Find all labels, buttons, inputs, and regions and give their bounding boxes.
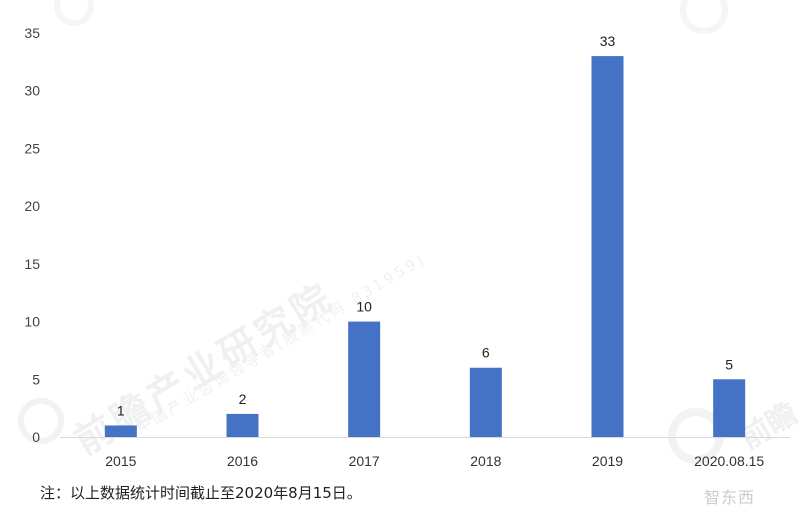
bars <box>104 56 746 437</box>
y-tick-label: 35 <box>24 25 40 41</box>
bar <box>469 367 502 437</box>
data-label: 33 <box>600 33 616 49</box>
y-tick-label: 30 <box>24 83 40 99</box>
data-labels: 1 2 10 6 33 5 <box>117 33 733 418</box>
y-axis: 0 5 10 15 20 25 30 35 <box>24 25 40 445</box>
bar <box>104 425 137 437</box>
watermark-logo-icon <box>54 0 94 26</box>
data-label: 1 <box>117 402 125 418</box>
x-tick-label: 2018 <box>470 453 501 469</box>
watermark-logo-icon <box>680 0 728 34</box>
data-label: 6 <box>482 345 490 361</box>
y-tick-label: 25 <box>24 140 40 156</box>
data-label: 2 <box>239 391 247 407</box>
bar-chart: 0 5 10 15 20 25 30 35 1 2 10 6 33 5 2015 2016 2017 2018… <box>24 25 790 469</box>
x-tick-label: 2020.08.15 <box>694 453 764 469</box>
data-label: 10 <box>356 299 372 315</box>
bar <box>713 379 746 437</box>
x-tick-label: 2019 <box>592 453 623 469</box>
bar <box>226 413 259 437</box>
footnote: 注：以上数据统计时间截止至2020年8月15日。 <box>40 484 362 502</box>
data-label: 5 <box>725 356 733 372</box>
y-tick-label: 0 <box>32 429 40 445</box>
watermark-logo-icon <box>18 398 64 444</box>
bar <box>591 56 624 437</box>
bar <box>348 321 381 437</box>
x-tick-label: 2017 <box>349 453 380 469</box>
x-tick-label: 2015 <box>105 453 136 469</box>
y-tick-label: 10 <box>24 314 40 330</box>
y-tick-label: 15 <box>24 256 40 272</box>
y-tick-label: 20 <box>24 198 40 214</box>
x-tick-label: 2016 <box>227 453 258 469</box>
x-axis: 2015 2016 2017 2018 2019 2020.08.15 <box>60 437 790 469</box>
corner-logo-text: 智东西 <box>704 488 756 507</box>
y-tick-label: 5 <box>32 371 40 387</box>
